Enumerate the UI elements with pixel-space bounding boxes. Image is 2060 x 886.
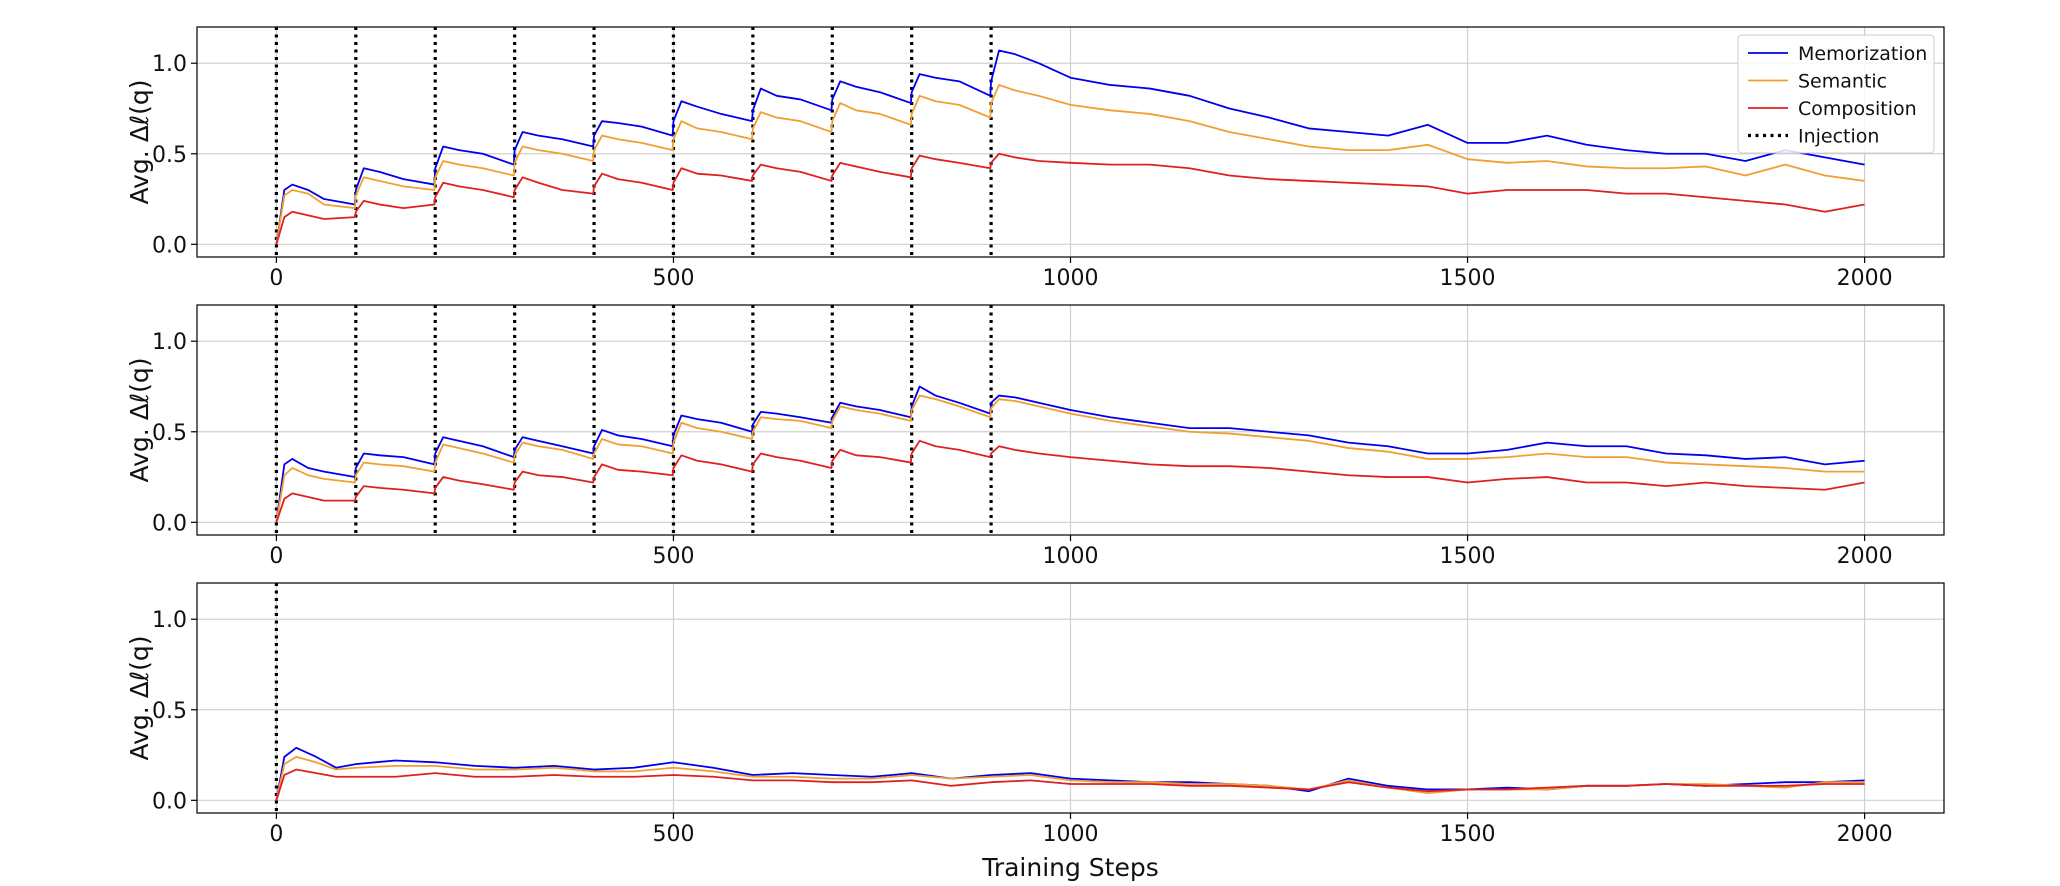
series-line-memorization [275,49,1865,245]
x-tick-label: 1000 [1043,266,1099,291]
legend: Memorization Semantic Composition Injection [1737,34,1935,154]
subplot-1: 0 500 1000 1500 2000 0.0 0.5 1.0 Avg. Δℓ(q) [125,26,1945,291]
series-line-composition [275,439,1865,523]
x-tick-label: 0 [269,822,283,847]
legend-label-semantic: Semantic [1798,71,1887,93]
legend-label-composition: Composition [1798,98,1917,120]
y-tick-label: 1.0 [152,330,187,355]
x-tick-label: 1000 [1043,822,1099,847]
legend-label-memorization: Memorization [1798,43,1927,65]
subplot-2: 0 500 1000 1500 2000 0.0 0.5 1.0 Avg. Δℓ(q) [125,304,1945,569]
x-tick-label: 1500 [1440,822,1496,847]
legend-box [1737,34,1935,154]
x-axis-label: Training Steps [981,853,1159,882]
subplot-3: 0 500 1000 1500 2000 0.0 0.5 1.0 Avg. Δℓ(q) Train… [125,582,1945,882]
y-tick-label: 1.0 [152,608,187,633]
y-tick-label: 0.5 [152,143,187,168]
x-tick-label: 2000 [1837,544,1893,569]
x-tick-label: 500 [652,544,694,569]
series-line-composition [275,768,1865,801]
y-tick-label: 0.5 [152,421,187,446]
series-line-composition [275,152,1865,245]
x-tick-label: 1000 [1043,544,1099,569]
x-tick-label: 2000 [1837,822,1893,847]
y-tick-label: 1.0 [152,52,187,77]
y-axis-label: Avg. Δℓ(q) [125,636,154,761]
x-tick-label: 2000 [1837,266,1893,291]
x-tick-label: 1500 [1440,266,1496,291]
x-tick-label: 1500 [1440,544,1496,569]
y-tick-label: 0.0 [152,789,187,814]
y-axis-label: Avg. Δℓ(q) [125,80,154,205]
y-tick-label: 0.0 [152,233,187,258]
series-line-semantic [275,84,1865,245]
series-line-semantic [275,394,1865,523]
x-tick-label: 0 [269,266,283,291]
x-tick-label: 500 [652,266,694,291]
y-tick-label: 0.5 [152,699,187,724]
y-tick-label: 0.0 [152,511,187,536]
legend-label-injection: Injection [1798,126,1879,148]
x-tick-label: 0 [269,544,283,569]
x-tick-label: 500 [652,822,694,847]
y-axis-label: Avg. Δℓ(q) [125,358,154,483]
